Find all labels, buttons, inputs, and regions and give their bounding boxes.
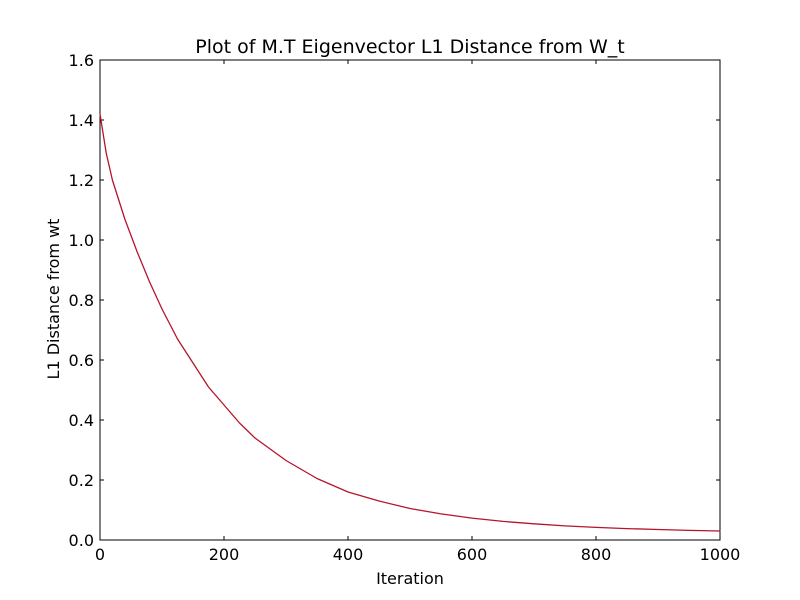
series-line: [99, 113, 721, 532]
x-tick-label: 200: [209, 545, 240, 564]
x-tick-label: 1000: [700, 545, 741, 564]
x-tick-label: 600: [457, 545, 488, 564]
y-tick-label: 0.6: [69, 351, 94, 370]
chart-title: Plot of M.T Eigenvector L1 Distance from…: [195, 36, 625, 58]
tick-layer: 0 200 400 600 800 1000 0.0 0.2 0.4 0.6 0.8 1.0 1.2 1.…: [69, 51, 741, 564]
y-tick-label: 1.4: [69, 111, 94, 130]
x-axis-label: Iteration: [376, 569, 444, 588]
y-tick-label: 1.2: [69, 171, 94, 190]
x-tick-label: 400: [333, 545, 364, 564]
y-tick-label: 1.6: [69, 51, 94, 70]
y-tick-label: 1.0: [69, 231, 94, 250]
y-tick-label: 0.4: [69, 411, 94, 430]
y-tick-label: 0.8: [69, 291, 94, 310]
y-tick-label: 0.0: [69, 531, 94, 550]
x-tick-label: 0: [95, 545, 105, 564]
x-tick-label: 800: [581, 545, 612, 564]
y-axis-label: L1 Distance from wt: [44, 219, 63, 380]
series-layer: [99, 113, 721, 532]
y-tick-label: 0.2: [69, 471, 94, 490]
